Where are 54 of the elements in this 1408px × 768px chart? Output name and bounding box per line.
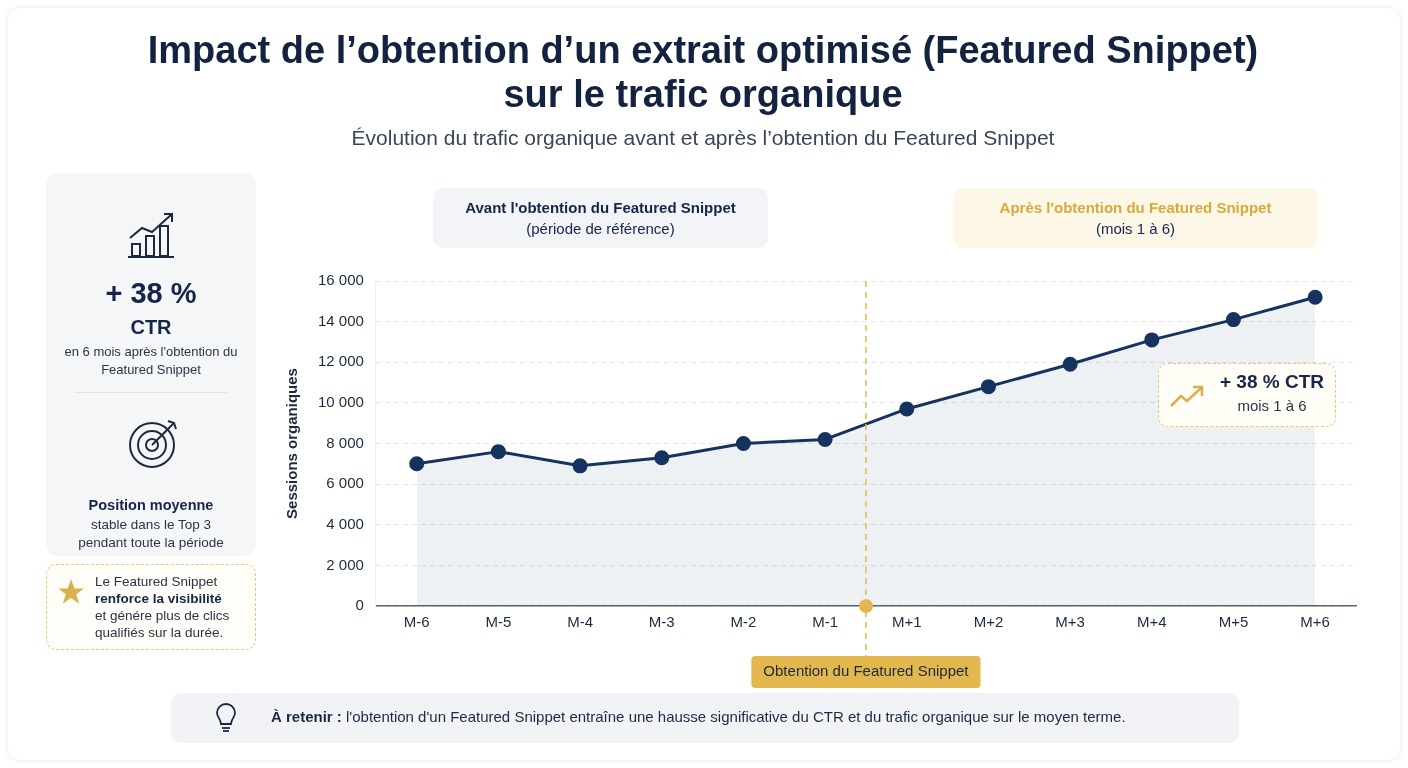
x-tick-label: M-1 xyxy=(812,613,839,631)
y-tick-label: 16 000 xyxy=(317,271,364,289)
x-tick-label: M+3 xyxy=(1055,613,1085,631)
x-tick-label: M+1 xyxy=(891,613,922,631)
text: (période de référence) xyxy=(525,220,676,237)
point xyxy=(490,444,506,460)
x-tick-label: M-5 xyxy=(485,613,512,631)
text: en 6 mois après l'obtention du Featured Snippet xyxy=(63,343,239,379)
point xyxy=(980,379,996,395)
point xyxy=(409,456,425,472)
point xyxy=(1225,312,1241,328)
point xyxy=(817,431,833,447)
text: l'obtention d'un Featured Snippet entraîne une hausse significative du CTR et du trafic organique sur le moyen terme. xyxy=(346,708,1126,725)
point xyxy=(654,450,670,466)
text: Position moyenne xyxy=(87,497,215,513)
text: (mois 1 à 6) xyxy=(1094,220,1177,237)
y-tick-label: 8 000 xyxy=(326,433,364,451)
point xyxy=(1144,332,1160,348)
point xyxy=(1307,289,1323,305)
point xyxy=(735,436,751,451)
text: À retenir : xyxy=(271,708,342,725)
x-tick-label: M-6 xyxy=(403,613,430,631)
callout-box: + 38 % CTR mois 1 à 6 xyxy=(1158,363,1336,427)
text: CTR xyxy=(129,316,173,339)
y-tick-label: 4 000 xyxy=(326,514,364,532)
x-tick-label: M+4 xyxy=(1137,613,1167,631)
point xyxy=(572,458,588,474)
chart-title: Impact de l’obtention d’un extrait optimisé (Featured Snippet) sur le trafic organique xyxy=(146,28,1260,116)
y-tick-label: 14 000 xyxy=(317,311,364,329)
chart-subtitle: Évolution du trafic organique avant et après l’obtention du Featured Snippet xyxy=(350,126,1056,150)
point xyxy=(899,401,915,417)
text: Le Featured Snippet xyxy=(95,573,219,590)
annotation: mois 1 à 6 xyxy=(1236,397,1308,414)
text: + 38 % xyxy=(104,277,198,310)
x-tick-label: M+5 xyxy=(1218,613,1249,631)
text: et génére plus de clics qualifiés sur la durée. xyxy=(95,607,231,641)
y-tick-label: 0 xyxy=(355,596,364,614)
y-tick-label: 10 000 xyxy=(317,393,364,411)
y-tick-label: 6 000 xyxy=(326,474,364,492)
annotation: + 38 % CTR xyxy=(1219,371,1325,393)
text: stable dans le Top 3 pendant toute la période xyxy=(77,516,225,552)
y-tick-label: 12 000 xyxy=(317,352,364,370)
text: Après l'obtention du Featured Snippet xyxy=(998,199,1273,216)
x-tick-label: M-2 xyxy=(730,613,757,631)
x-tick-label: M-3 xyxy=(648,613,675,631)
y-tick-label: 2 000 xyxy=(326,555,364,573)
x-tick-label: M+6 xyxy=(1300,613,1330,631)
text: renforce la visibilité xyxy=(95,590,223,607)
text: Avant l'obtention du Featured Snippet xyxy=(464,199,737,216)
y-axis-title: Sessions organiques xyxy=(283,368,301,519)
x-tick-label: M-4 xyxy=(567,613,593,631)
ref-line-label: Obtention du Featured Snippet xyxy=(763,662,970,680)
x-tick-label: M+2 xyxy=(973,613,1004,631)
point xyxy=(1062,356,1078,372)
